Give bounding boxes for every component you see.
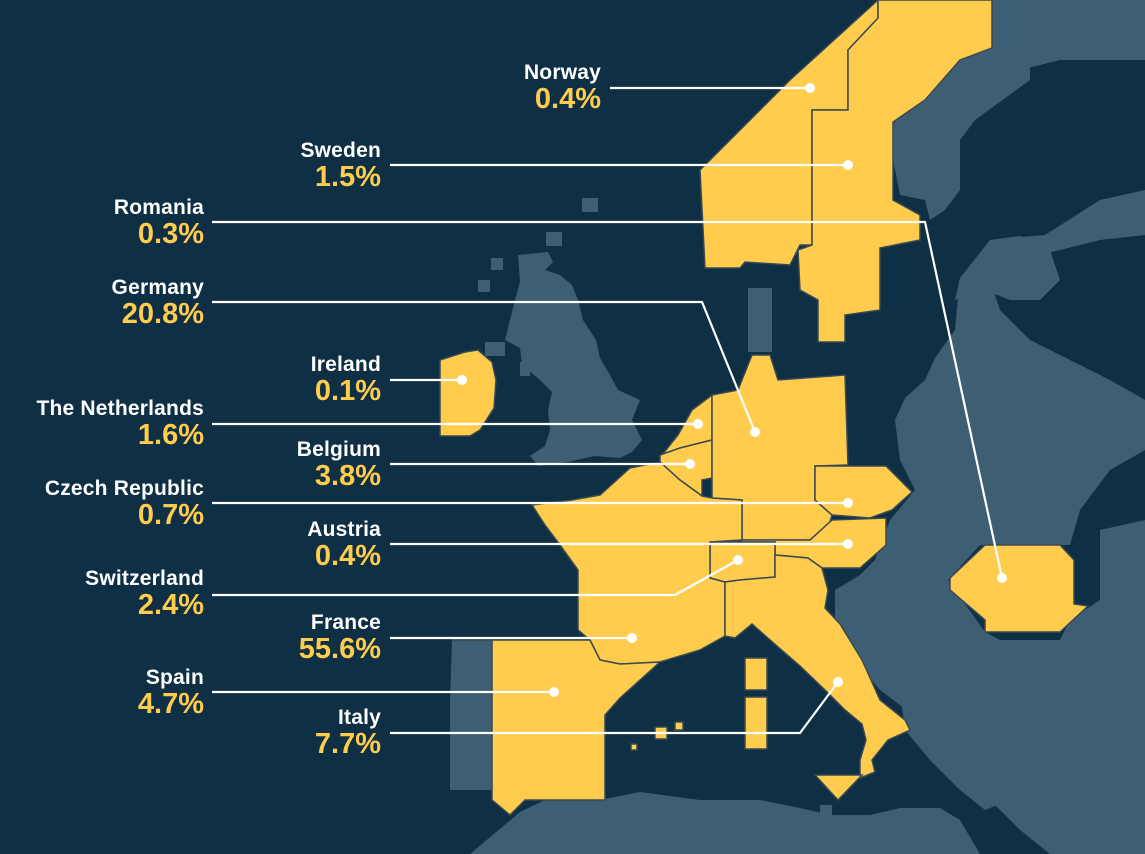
country-name: Germany xyxy=(111,276,204,299)
country-france xyxy=(530,461,743,665)
label-austria: Austria 0.4% xyxy=(307,519,381,571)
label-czech: Czech Republic 0.7% xyxy=(45,478,204,530)
country-balearic-3 xyxy=(630,743,638,751)
land-isle-5 xyxy=(485,342,505,356)
land-balkans xyxy=(900,690,1030,810)
country-sardinia-south xyxy=(744,696,768,750)
land-malta xyxy=(820,805,832,815)
country-percent: 0.7% xyxy=(137,499,204,531)
country-ireland xyxy=(439,349,497,437)
label-switzerland: Switzerland 2.4% xyxy=(85,568,204,620)
land-turkey xyxy=(1060,680,1145,820)
country-percent: 0.3% xyxy=(137,218,204,250)
country-spain xyxy=(452,639,663,817)
dot-norway xyxy=(805,83,815,93)
country-italy xyxy=(724,554,912,780)
dot-france xyxy=(627,633,637,643)
country-name: Czech Republic xyxy=(44,477,204,500)
country-name: Norway xyxy=(523,61,601,84)
country-czech xyxy=(814,465,914,519)
label-france: France 55.6% xyxy=(299,612,381,664)
background-land xyxy=(450,0,1145,854)
leader-dots xyxy=(457,83,1007,697)
country-percent: 3.8% xyxy=(314,460,381,492)
country-name: Ireland xyxy=(310,353,381,376)
country-name: Italy xyxy=(337,706,381,729)
country-percent: 0.4% xyxy=(534,83,601,115)
country-percent: 20.8% xyxy=(121,298,204,330)
land-portugal xyxy=(450,640,492,790)
country-name: France xyxy=(310,611,381,634)
land-isle-1 xyxy=(491,258,503,270)
land-isle-3 xyxy=(546,232,562,246)
land-isle-2 xyxy=(478,280,490,292)
country-name: Belgium xyxy=(296,438,381,461)
country-name: Switzerland xyxy=(85,567,204,590)
country-romania xyxy=(949,544,1090,633)
label-ireland: Ireland 0.1% xyxy=(311,354,381,406)
dot-sweden xyxy=(843,160,853,170)
dot-netherlands xyxy=(693,419,703,429)
label-netherlands: The Netherlands 1.6% xyxy=(36,398,204,450)
leader-italy xyxy=(390,681,839,735)
country-percent: 1.6% xyxy=(137,419,204,451)
country-percent: 4.7% xyxy=(137,688,204,720)
country-name: The Netherlands xyxy=(36,397,204,420)
dot-germany xyxy=(750,427,760,437)
dot-switzerland xyxy=(733,555,743,565)
dot-belgium xyxy=(685,459,695,469)
dot-ireland xyxy=(457,375,467,385)
land-denmark xyxy=(748,288,772,352)
land-baltics xyxy=(955,236,1060,300)
leader-lines xyxy=(212,86,1004,735)
leader-switzerland xyxy=(212,559,739,597)
leader-germany xyxy=(212,300,757,433)
country-percent: 55.6% xyxy=(298,633,381,665)
label-sweden: Sweden 1.5% xyxy=(300,140,381,192)
label-romania: Romania 0.3% xyxy=(114,197,204,249)
dot-spain xyxy=(549,687,559,697)
country-name: Spain xyxy=(145,666,204,689)
country-sicily xyxy=(813,774,864,802)
country-balearic-2 xyxy=(674,721,684,731)
country-percent: 1.5% xyxy=(314,161,381,193)
country-percent: 0.4% xyxy=(314,540,381,572)
dot-italy xyxy=(833,677,843,687)
label-belgium: Belgium 3.8% xyxy=(297,439,381,491)
label-norway: Norway 0.4% xyxy=(524,62,601,114)
land-isle-4 xyxy=(582,198,598,212)
leader-romania xyxy=(212,220,1004,579)
label-spain: Spain 4.7% xyxy=(138,667,204,719)
dot-romania xyxy=(997,573,1007,583)
land-great-britain xyxy=(505,252,642,466)
land-crete xyxy=(990,715,1050,733)
country-name: Austria xyxy=(307,518,381,541)
dot-czech xyxy=(843,498,853,508)
country-percent: 0.1% xyxy=(314,375,381,407)
country-percent: 2.4% xyxy=(137,589,204,621)
country-name: Sweden xyxy=(300,139,381,162)
country-name: Romania xyxy=(113,196,204,219)
country-sweden xyxy=(797,0,993,343)
land-cyprus xyxy=(1100,770,1130,784)
land-isle-6 xyxy=(520,362,530,376)
land-north-africa xyxy=(470,792,980,854)
dot-austria xyxy=(843,539,853,549)
label-germany: Germany 20.8% xyxy=(112,277,204,329)
country-percent: 7.7% xyxy=(314,728,381,760)
label-italy: Italy 7.7% xyxy=(315,707,381,759)
country-sardinia xyxy=(744,657,768,691)
land-eastern-europe xyxy=(835,0,1145,854)
